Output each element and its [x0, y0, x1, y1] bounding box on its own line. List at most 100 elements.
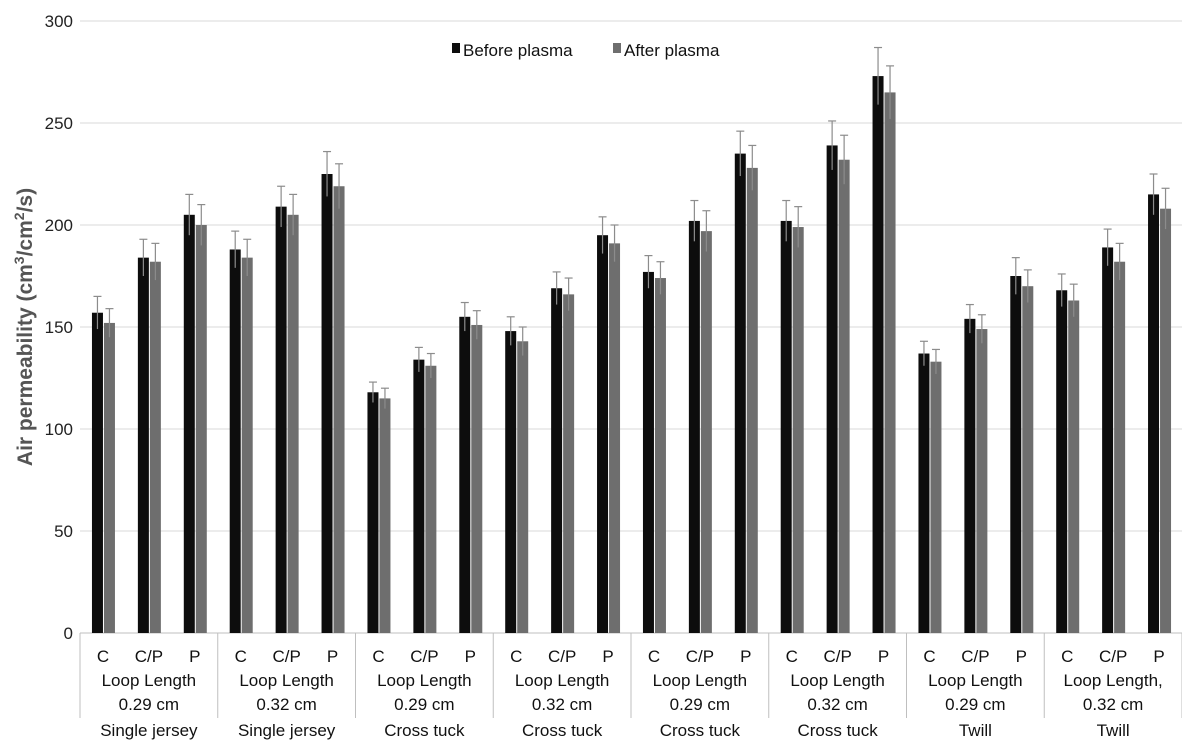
- bar-after-plasma: [1022, 286, 1034, 633]
- bar-after-plasma: [103, 322, 115, 633]
- bar-after-plasma: [195, 225, 207, 633]
- subcategory-label: C/P: [135, 647, 163, 666]
- bar-after-plasma: [838, 159, 850, 633]
- error-bar: [977, 314, 986, 344]
- bar-after-plasma: [1114, 261, 1126, 633]
- bar-before-plasma: [688, 220, 700, 634]
- y-tick-label: 200: [45, 216, 73, 235]
- subcategory-label: P: [1153, 647, 1164, 666]
- group-label-line1: Loop Length: [239, 671, 334, 690]
- bar-before-plasma: [505, 331, 517, 633]
- bar-after-plasma: [792, 227, 804, 634]
- bar-before-plasma: [826, 145, 838, 633]
- error-bar: [151, 242, 160, 281]
- bar-before-plasma: [91, 312, 103, 633]
- bar-after-plasma: [241, 257, 253, 633]
- error-bar: [414, 346, 423, 372]
- subcategory-label: C/P: [1099, 647, 1127, 666]
- bar-before-plasma: [1102, 247, 1114, 633]
- group-label-line2: 0.32 cm: [807, 695, 867, 714]
- error-bar: [1057, 273, 1066, 307]
- group-label-line3: Single jersey: [100, 721, 198, 740]
- group-label-line2: 0.32 cm: [532, 695, 592, 714]
- y-tick-labels: 0 50 100 150 200 250 300: [45, 12, 73, 643]
- bar-after-plasma: [287, 214, 299, 634]
- error-bar: [690, 199, 699, 242]
- error-bar-layer: [93, 46, 1170, 409]
- bar-after-plasma: [471, 324, 483, 633]
- error-bar: [1023, 269, 1032, 303]
- grid-layer: [80, 20, 1182, 634]
- error-bar: [289, 193, 298, 236]
- error-bar: [506, 316, 515, 346]
- error-bar: [323, 150, 332, 197]
- subcategory-label: C: [1061, 647, 1073, 666]
- error-bar: [1103, 228, 1112, 266]
- bar-before-plasma: [367, 392, 379, 633]
- bar-before-plasma: [1148, 194, 1160, 633]
- error-bar: [828, 120, 837, 170]
- subcategory-label: C: [923, 647, 935, 666]
- subcategory-label: P: [189, 647, 200, 666]
- group-label-line2: 0.29 cm: [670, 695, 730, 714]
- bar-before-plasma: [229, 249, 241, 634]
- y-tick-label: 300: [45, 12, 73, 31]
- bar-after-plasma: [609, 243, 621, 634]
- error-bar: [197, 204, 206, 246]
- bar-before-plasma: [459, 316, 471, 633]
- error-bar: [231, 230, 240, 268]
- bar-before-plasma: [413, 359, 425, 633]
- bar-after-plasma: [746, 167, 758, 633]
- legend-label-after: After plasma: [624, 41, 720, 60]
- bar-before-plasma: [734, 153, 746, 633]
- subcategory-label: C: [786, 647, 798, 666]
- bar-before-plasma: [183, 214, 195, 634]
- bar-before-plasma: [275, 206, 287, 633]
- group-label-line1: Loop Length,: [1063, 671, 1162, 690]
- error-bar: [965, 303, 974, 334]
- legend-swatch-after: [613, 43, 621, 53]
- error-bar: [552, 271, 561, 305]
- error-bar: [644, 255, 653, 289]
- subcategory-label: C: [372, 647, 384, 666]
- legend-label-before: Before plasma: [463, 41, 573, 60]
- subcategory-label: P: [327, 647, 338, 666]
- error-bar: [702, 210, 711, 252]
- x-axis-category-labels: C C/P P Loop Length 0.29 cm Single jersey C C/P…: [79, 633, 1182, 740]
- error-bar: [1161, 187, 1170, 230]
- group-label-line3: Single jersey: [238, 721, 336, 740]
- error-bar: [185, 193, 194, 236]
- error-bar: [139, 238, 148, 276]
- y-tick-label: 250: [45, 114, 73, 133]
- group-label-line1: Loop Length: [377, 671, 472, 690]
- y-axis-title: Air permeability (cm3/cm2/s): [11, 188, 37, 466]
- bar-before-plasma: [872, 76, 884, 633]
- bar-layer: [91, 76, 1172, 634]
- bar-after-plasma: [1160, 208, 1172, 633]
- bar-after-plasma: [563, 294, 575, 633]
- bar-before-plasma: [780, 220, 792, 634]
- error-bar: [93, 295, 102, 330]
- error-bar: [335, 163, 344, 209]
- legend-swatch-before: [452, 43, 460, 53]
- bar-after-plasma: [1068, 300, 1080, 633]
- error-bar: [840, 134, 849, 185]
- subcategory-label: P: [1016, 647, 1027, 666]
- error-bar: [782, 199, 791, 242]
- bar-after-plasma: [517, 341, 529, 633]
- subcategory-label: P: [602, 647, 613, 666]
- group-label-line2: 0.32 cm: [256, 695, 316, 714]
- bar-after-plasma: [333, 186, 345, 634]
- group-label-line3: Cross tuck: [660, 721, 741, 740]
- bar-after-plasma: [976, 329, 988, 633]
- bar-after-plasma: [654, 278, 666, 633]
- bar-before-plasma: [597, 235, 609, 633]
- bar-before-plasma: [1056, 290, 1068, 633]
- group-label-line3: Twill: [959, 721, 992, 740]
- error-bar: [243, 238, 252, 276]
- y-tick-label: 100: [45, 420, 73, 439]
- bar-after-plasma: [930, 361, 942, 633]
- subcategory-label: P: [740, 647, 751, 666]
- bar-before-plasma: [551, 288, 563, 633]
- group-label-line3: Twill: [1097, 721, 1130, 740]
